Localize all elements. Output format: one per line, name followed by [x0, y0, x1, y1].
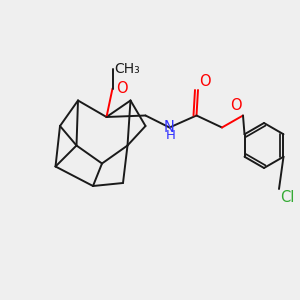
Text: H: H — [166, 129, 176, 142]
Text: O: O — [230, 98, 242, 113]
Text: O: O — [200, 74, 211, 88]
Text: O: O — [116, 81, 128, 96]
Text: N: N — [164, 120, 175, 135]
Text: Cl: Cl — [280, 190, 295, 206]
Text: CH₃: CH₃ — [114, 62, 140, 76]
